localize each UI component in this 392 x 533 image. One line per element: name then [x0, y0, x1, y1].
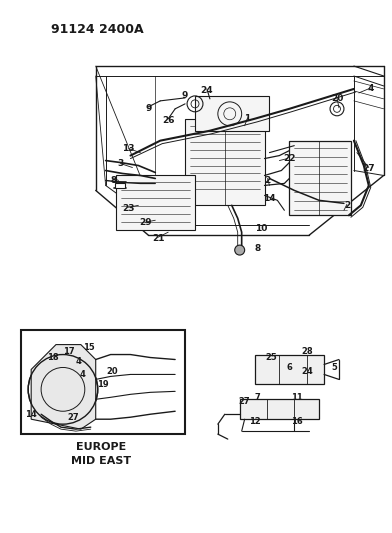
Polygon shape [195, 96, 269, 131]
Circle shape [55, 382, 71, 397]
Text: 22: 22 [283, 154, 296, 163]
Text: 4: 4 [76, 357, 82, 366]
Text: 8: 8 [254, 244, 261, 253]
Text: 9: 9 [145, 104, 152, 114]
Polygon shape [254, 354, 324, 384]
Text: 4: 4 [368, 84, 374, 93]
Polygon shape [114, 183, 125, 188]
Text: 3: 3 [118, 159, 123, 168]
Text: 29: 29 [139, 218, 152, 227]
Text: 2: 2 [264, 176, 270, 185]
Text: 25: 25 [266, 353, 277, 362]
Text: 24: 24 [301, 367, 313, 376]
Text: 16: 16 [291, 417, 303, 426]
Text: 2: 2 [344, 201, 350, 210]
Text: 27: 27 [363, 164, 375, 173]
Text: 28: 28 [301, 347, 313, 356]
Text: 11: 11 [291, 393, 303, 402]
Text: 9: 9 [182, 91, 188, 100]
Text: 15: 15 [83, 343, 94, 352]
Text: 4: 4 [80, 370, 86, 379]
Polygon shape [185, 119, 265, 205]
Text: 7: 7 [255, 393, 260, 402]
Text: 10: 10 [255, 224, 268, 233]
Text: 14: 14 [263, 194, 276, 203]
Text: 8: 8 [111, 176, 117, 185]
Text: 13: 13 [122, 144, 135, 153]
Text: 24: 24 [201, 86, 213, 95]
Text: 27: 27 [239, 397, 250, 406]
Text: 17: 17 [63, 347, 75, 356]
Text: 27: 27 [67, 413, 79, 422]
Text: 12: 12 [249, 417, 260, 426]
Polygon shape [31, 345, 96, 429]
Text: 19: 19 [97, 380, 109, 389]
Text: 1: 1 [245, 114, 251, 123]
Polygon shape [116, 175, 195, 230]
Text: 5: 5 [331, 363, 337, 372]
Text: 6: 6 [287, 363, 292, 372]
Polygon shape [289, 141, 351, 215]
Bar [21, 330, 185, 434]
Text: 23: 23 [122, 204, 135, 213]
Text: 14: 14 [25, 410, 37, 419]
Text: 20: 20 [107, 367, 118, 376]
Text: 20: 20 [331, 94, 343, 103]
Polygon shape [240, 399, 319, 419]
Text: 21: 21 [152, 233, 165, 243]
Circle shape [235, 245, 245, 255]
Text: 91124 2400A: 91124 2400A [51, 23, 143, 36]
Text: 18: 18 [47, 353, 59, 362]
Text: EUROPE: EUROPE [76, 442, 126, 452]
Text: MID EAST: MID EAST [71, 456, 131, 466]
Text: 26: 26 [162, 116, 174, 125]
